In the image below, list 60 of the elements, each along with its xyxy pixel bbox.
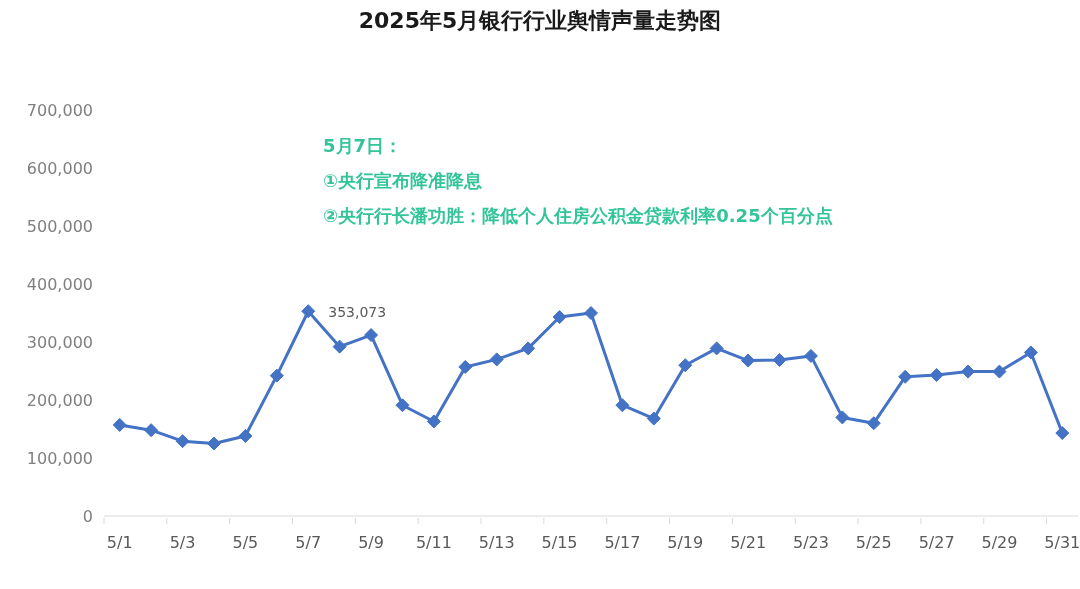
y-tick-label: 100,000	[26, 448, 93, 468]
x-tick-label: 5/23	[792, 533, 829, 552]
point	[678, 358, 693, 373]
annotation: 5月7日：	[323, 134, 404, 158]
point	[269, 368, 284, 383]
point	[709, 341, 724, 356]
point	[646, 411, 661, 426]
x-tick-label: 5/15	[541, 533, 578, 552]
point	[395, 398, 410, 413]
point	[835, 410, 850, 425]
y-tick-label: 700,000	[26, 100, 93, 120]
point	[332, 339, 347, 354]
point	[521, 341, 536, 356]
point	[426, 414, 441, 429]
x-tick-label: 5/21	[730, 533, 767, 552]
point	[741, 353, 756, 368]
point	[458, 359, 473, 374]
x-tick-label: 5/19	[667, 533, 704, 552]
data-label: 353,073	[328, 304, 387, 321]
point	[803, 348, 818, 363]
y-tick-label: 200,000	[26, 390, 93, 410]
annotation: ①央行宣布降准降息	[323, 169, 484, 193]
point	[961, 364, 976, 379]
point	[1023, 345, 1038, 360]
x-tick-label: 5/5	[232, 533, 259, 552]
x-tick-label: 5/17	[604, 533, 641, 552]
x-tick-label: 5/25	[855, 533, 892, 552]
point	[992, 364, 1007, 379]
point	[552, 310, 567, 325]
x-tick-label: 5/1	[106, 533, 133, 552]
point	[364, 328, 379, 343]
y-tick-label: 300,000	[26, 332, 93, 352]
y-tick-label: 500,000	[26, 216, 93, 236]
point	[301, 304, 316, 319]
x-tick-label: 5/31	[1044, 533, 1080, 552]
x-tick-label: 5/7	[295, 533, 322, 552]
point	[898, 369, 913, 384]
y-tick-label: 600,000	[26, 158, 93, 178]
point	[929, 368, 944, 383]
x-tick-label: 5/13	[478, 533, 515, 552]
point	[144, 423, 159, 438]
x-tick-label: 5/9	[358, 533, 384, 552]
point	[206, 436, 221, 451]
point	[1055, 426, 1070, 441]
x-tick-label: 5/29	[981, 533, 1018, 552]
point	[112, 417, 127, 432]
point	[175, 434, 190, 449]
point	[866, 416, 881, 431]
x-tick-label: 5/11	[415, 533, 452, 552]
point	[772, 352, 787, 367]
point	[615, 398, 630, 413]
point	[238, 428, 253, 443]
x-tick-label: 5/27	[918, 533, 955, 552]
point	[584, 306, 598, 320]
point	[489, 352, 504, 367]
x-tick-label: 5/3	[169, 533, 196, 552]
y-tick-label: 400,000	[26, 274, 93, 294]
y-tick-label: 0	[82, 506, 93, 526]
chart-title: 2025年5月银行行业舆情声量走势图	[357, 7, 723, 35]
annotation: ②央行行长潘功胜：降低个人住房公积金贷款利率0.25个百分点	[323, 204, 833, 228]
